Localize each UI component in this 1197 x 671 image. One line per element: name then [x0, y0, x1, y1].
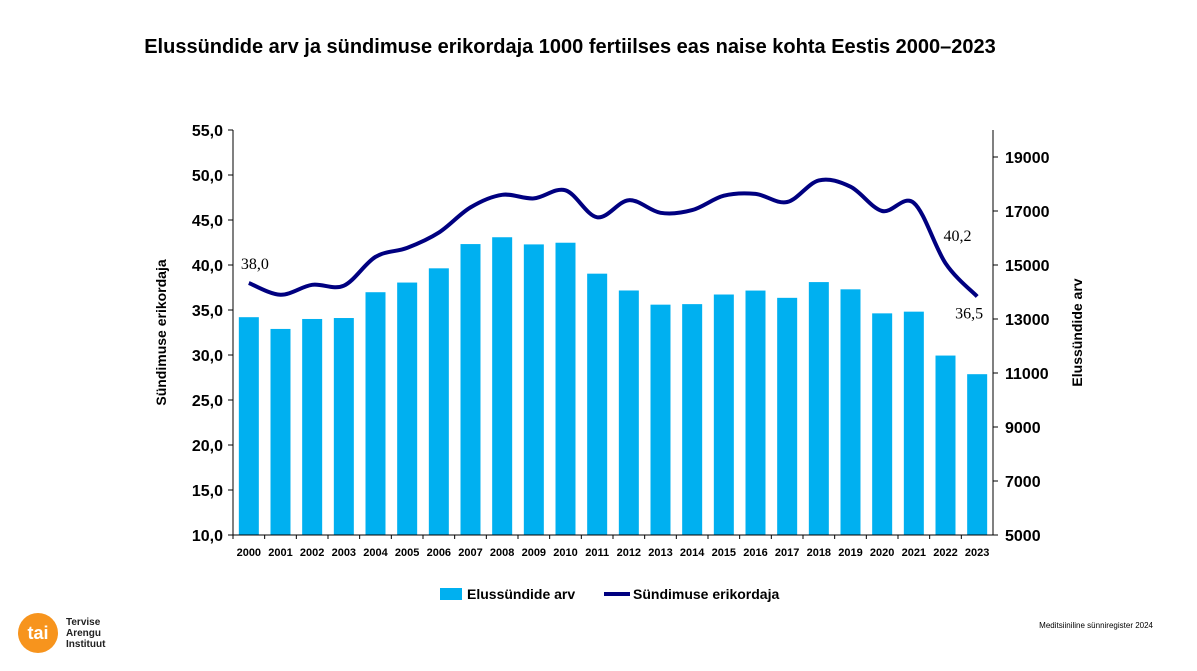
- left-tick-label: 10,0: [192, 528, 223, 545]
- logo-line: Instituut: [66, 638, 106, 650]
- right-axis-title: Elussündide arv: [1069, 278, 1085, 386]
- data-label: 36,5: [955, 306, 983, 323]
- right-tick-label: 7000: [1005, 474, 1041, 491]
- bar: [935, 355, 956, 535]
- right-tick-label: 17000: [1005, 204, 1050, 221]
- x-tick-label: 2023: [965, 547, 989, 559]
- right-tick-label: 11000: [1005, 366, 1049, 383]
- left-tick-label: 15,0: [192, 483, 223, 500]
- right-tick-label: 5000: [1005, 528, 1041, 545]
- x-tick-label: 2005: [395, 547, 419, 559]
- legend-line-label: Sündimuse erikordaja: [633, 586, 779, 602]
- x-tick-label: 2001: [268, 547, 292, 559]
- right-tick-label: 19000: [1005, 150, 1050, 167]
- bar: [872, 313, 893, 535]
- x-tick-label: 2008: [490, 547, 514, 559]
- legend-bar-swatch: [440, 588, 462, 600]
- bar: [618, 290, 639, 535]
- logo-line: Tervise: [66, 616, 101, 628]
- x-tick-label: 2010: [553, 547, 577, 559]
- bar: [777, 297, 798, 535]
- left-tick-label: 35,0: [192, 303, 223, 320]
- logo-text: Tervise Arengu Instituut: [66, 617, 105, 650]
- bar: [587, 273, 608, 535]
- left-tick-label: 50,0: [192, 168, 223, 185]
- bar: [397, 282, 418, 535]
- left-tick-label: 55,0: [192, 123, 223, 140]
- x-tick-label: 2000: [237, 547, 261, 559]
- bar: [492, 237, 513, 535]
- logo-line: Arengu: [66, 627, 101, 639]
- bar: [682, 304, 703, 535]
- source-note: Meditsiiniline sünniregister 2024: [1039, 621, 1153, 630]
- bar: [713, 294, 734, 535]
- left-tick-label: 25,0: [192, 393, 223, 410]
- left-axis-title: Sündimuse erikordaja: [153, 259, 169, 405]
- x-tick-label: 2018: [807, 547, 831, 559]
- x-tick-label: 2020: [870, 547, 894, 559]
- x-tick-label: 2022: [933, 547, 957, 559]
- bar: [808, 282, 829, 535]
- bar: [523, 244, 544, 536]
- bar: [745, 290, 766, 535]
- x-tick-label: 2015: [712, 547, 736, 559]
- bar: [650, 304, 671, 535]
- bar: [333, 318, 354, 535]
- bar: [840, 289, 861, 535]
- bar: [967, 374, 988, 535]
- x-tick-label: 2003: [332, 547, 356, 559]
- x-tick-label: 2006: [427, 547, 451, 559]
- left-tick-label: 45,0: [192, 213, 223, 230]
- x-tick-label: 2012: [617, 547, 641, 559]
- bar: [428, 268, 449, 535]
- bar: [460, 244, 481, 535]
- series-line: [248, 177, 979, 298]
- bar: [365, 292, 386, 535]
- logo-mark: tai: [18, 613, 58, 653]
- data-label: 40,2: [944, 228, 972, 245]
- bar: [270, 328, 291, 535]
- left-tick-label: 30,0: [192, 348, 223, 365]
- logo: tai Tervise Arengu Instituut: [18, 613, 105, 653]
- x-tick-label: 2007: [458, 547, 482, 559]
- bar: [302, 318, 323, 535]
- right-tick-label: 13000: [1005, 312, 1050, 329]
- data-label: 38,0: [241, 256, 269, 273]
- left-tick-label: 20,0: [192, 438, 223, 455]
- x-tick-label: 2021: [902, 547, 926, 559]
- x-tick-label: 2013: [648, 547, 672, 559]
- x-tick-label: 2011: [585, 547, 609, 559]
- x-tick-label: 2017: [775, 547, 799, 559]
- x-tick-label: 2016: [743, 547, 767, 559]
- x-tick-label: 2014: [680, 547, 705, 559]
- left-tick-label: 40,0: [192, 258, 223, 275]
- bar: [555, 242, 576, 535]
- right-tick-label: 9000: [1005, 420, 1041, 437]
- x-tick-label: 2019: [838, 547, 862, 559]
- x-tick-label: 2002: [300, 547, 324, 559]
- legend-bar-label: Elussündide arv: [467, 586, 575, 602]
- chart-title: Elussündide arv ja sündimuse erikordaja …: [144, 36, 996, 58]
- x-tick-label: 2004: [363, 547, 388, 559]
- x-tick-label: 2009: [522, 547, 546, 559]
- bar: [238, 317, 259, 535]
- right-tick-label: 15000: [1005, 258, 1050, 275]
- bar: [903, 311, 924, 535]
